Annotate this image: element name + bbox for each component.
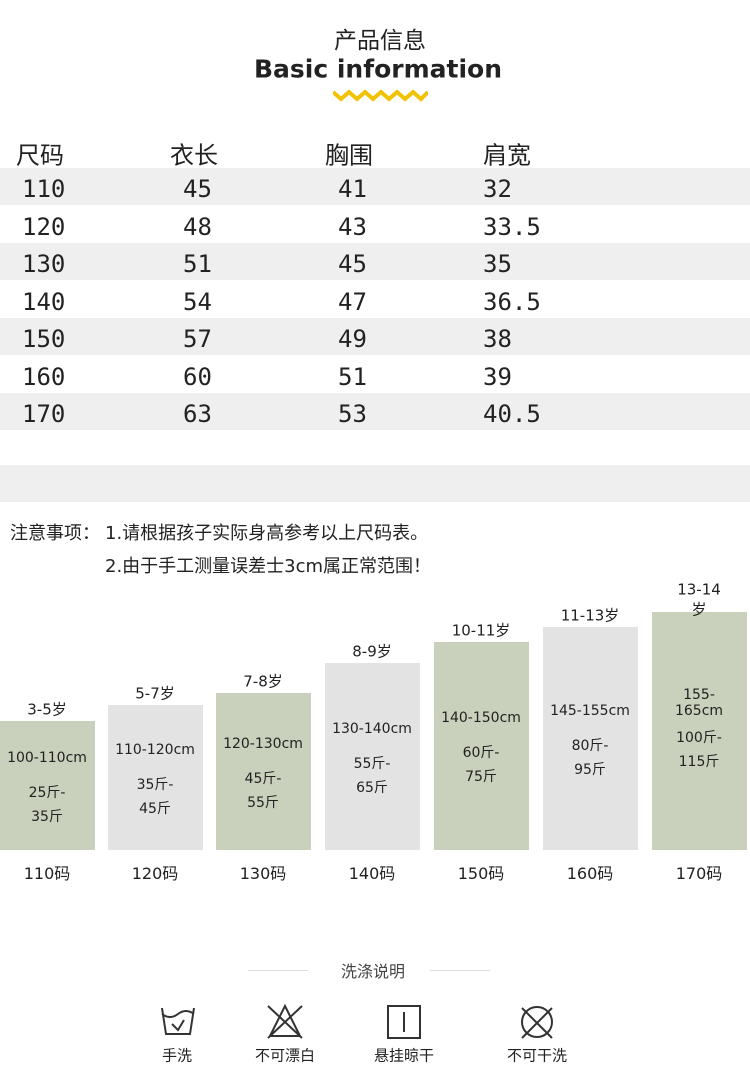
weight: 55斤- xyxy=(353,755,391,772)
cell: 54 xyxy=(183,287,212,316)
size-bar xyxy=(0,721,95,850)
cell: 51 xyxy=(338,362,367,391)
weight: 35斤 xyxy=(31,808,63,825)
cell: 63 xyxy=(183,400,212,428)
cell: 39 xyxy=(483,362,512,391)
cell: 41 xyxy=(338,175,367,203)
cell: 48 xyxy=(183,212,212,241)
size-bar xyxy=(434,642,529,850)
weight: 55斤 xyxy=(247,794,279,811)
size-label: 120码 xyxy=(131,864,179,883)
row-band xyxy=(0,465,750,502)
weight: 35斤- xyxy=(136,776,174,793)
height: 100-110cm xyxy=(7,749,87,766)
column-header: 胸围 xyxy=(325,141,373,170)
cell: 120 xyxy=(22,212,66,241)
cell: 60 xyxy=(183,362,212,391)
weight: 115斤 xyxy=(678,754,720,770)
cell: 35 xyxy=(483,250,512,278)
zigzag xyxy=(333,89,428,102)
cell: 57 xyxy=(183,325,212,353)
height: 140-150cm xyxy=(441,710,521,726)
cell: 32 xyxy=(483,175,512,203)
cell: 38 xyxy=(483,325,512,353)
size-bar xyxy=(652,612,747,850)
care-label: 不可漂白 xyxy=(254,1046,316,1065)
weight: 45斤- xyxy=(244,770,282,787)
height: 120-130cm xyxy=(223,735,303,752)
cell: 170 xyxy=(22,400,66,428)
age: 8-9岁 xyxy=(352,642,392,661)
age: 3-5岁 xyxy=(27,700,67,719)
cell: 160 xyxy=(22,362,66,391)
cell: 45 xyxy=(338,250,367,278)
care-title: 洗涤说明 xyxy=(340,962,406,981)
size-label: 140码 xyxy=(348,864,396,883)
cell: 140 xyxy=(22,287,66,316)
cell: 40.5 xyxy=(483,400,541,428)
size-label: 150码 xyxy=(457,864,505,883)
cell: 45 xyxy=(183,175,212,203)
row-band xyxy=(0,243,750,280)
weight: 45斤 xyxy=(139,800,171,817)
weight: 100斤- xyxy=(676,730,722,746)
size-bar xyxy=(325,663,420,850)
cell: 51 xyxy=(183,250,212,278)
note: 2.由于手工测量误差士3cm属正常范围！ xyxy=(105,556,432,577)
height: 130-140cm xyxy=(332,720,412,737)
column-header: 衣长 xyxy=(170,141,218,170)
subtitle: Basic information xyxy=(253,54,503,84)
weight: 60斤- xyxy=(462,745,500,761)
cell: 33.5 xyxy=(483,212,541,241)
cell: 36.5 xyxy=(483,287,541,316)
weight: 25斤- xyxy=(28,784,66,801)
height: 145-155cm xyxy=(550,702,630,719)
size-label: 170码 xyxy=(675,864,723,883)
cell: 110 xyxy=(22,175,66,203)
row-band xyxy=(0,168,750,205)
care-icons xyxy=(161,1003,553,1039)
size-bar xyxy=(543,627,638,850)
column-header: 尺码 xyxy=(16,141,64,170)
cell: 150 xyxy=(22,325,66,353)
note-label: 注意事项： xyxy=(10,523,100,544)
care-label: 不可干洗 xyxy=(506,1046,568,1065)
cell: 43 xyxy=(338,212,367,241)
note: 1.请根据孩子实际身高参考以上尺码表。 xyxy=(105,523,429,544)
cell: 130 xyxy=(22,250,66,278)
weight: 75斤 xyxy=(465,769,497,785)
size-bar xyxy=(216,693,311,850)
divider xyxy=(248,970,308,971)
height: 110-120cm xyxy=(115,741,195,758)
age: 10-11岁 xyxy=(451,621,511,640)
column-header: 肩宽 xyxy=(483,141,531,170)
cell: 49 xyxy=(338,325,367,353)
weight: 95斤 xyxy=(574,761,606,778)
care-label: 手洗 xyxy=(161,1046,193,1065)
title: 产品信息 xyxy=(334,28,426,54)
age: 7-8岁 xyxy=(243,672,283,691)
row-band xyxy=(0,393,750,430)
size-bar xyxy=(108,705,203,850)
size-label: 110码 xyxy=(23,864,71,883)
height: 155-165cm xyxy=(674,687,724,719)
weight: 80斤- xyxy=(571,737,609,754)
care-label: 悬挂晾干 xyxy=(373,1046,435,1065)
cell: 47 xyxy=(338,287,367,316)
row-band xyxy=(0,318,750,355)
cell: 53 xyxy=(338,400,367,428)
age: 5-7岁 xyxy=(135,684,175,703)
size-label: 130码 xyxy=(239,864,287,883)
age: 13-14岁 xyxy=(677,580,721,619)
size-label: 160码 xyxy=(566,864,614,883)
age: 11-13岁 xyxy=(560,606,620,625)
weight: 65斤 xyxy=(356,779,388,796)
divider xyxy=(430,970,490,971)
